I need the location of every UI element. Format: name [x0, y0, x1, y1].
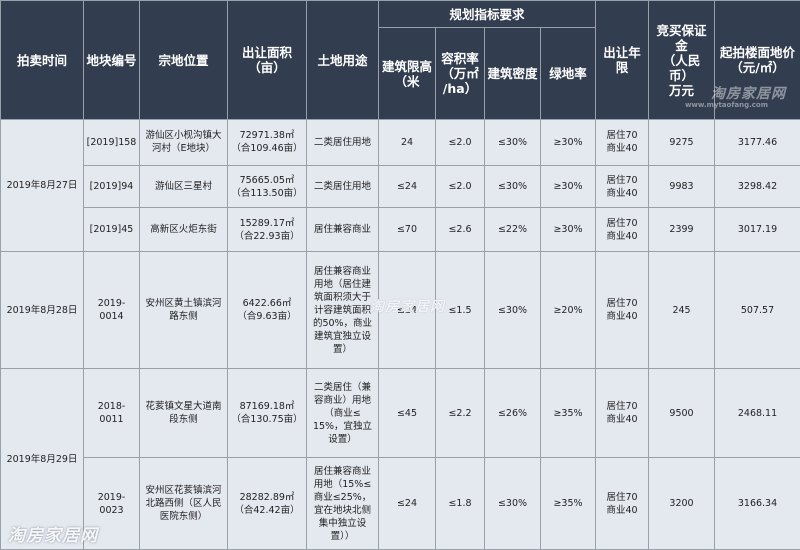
height-limit-cell: ≤24: [378, 251, 436, 370]
plot-ratio-cell: ≤2.0: [435, 119, 485, 166]
plot-ratio-cell: ≤2.6: [435, 207, 485, 253]
parcel-cell: 2019-0023: [83, 457, 140, 550]
term-cell: 居住70 商业40: [595, 164, 650, 209]
parcel-cell: 2019-0014: [83, 251, 140, 370]
deposit-cell: 9500: [648, 368, 716, 459]
deposit-cell: 2399: [648, 207, 716, 253]
auction-date-cell: 2019年8月28日: [0, 251, 84, 370]
table-row: 2019年8月27日 [2019]158 游仙区小枧沟镇大 河村（E地块） 72971…: [0, 118, 800, 253]
green-ratio-cell: ≥30%: [539, 164, 597, 209]
term-cell: 居住70 商业40: [595, 457, 650, 550]
table-body: 2019年8月27日 [2019]158 游仙区小枧沟镇大 河村（E地块） 72971…: [0, 118, 800, 550]
plot-ratio-cell: ≤1.5: [435, 251, 485, 370]
plot-ratio-cell: ≤2.0: [435, 164, 485, 209]
land-use-cell: 二类居住用地: [306, 119, 379, 166]
table-row: 2019年8月29日 2018-0011 花荄镇文星大道南 段东侧 87169.18㎡…: [0, 368, 800, 550]
land-use-cell: 二类居住（兼 容商业）用地 （商业≤ 15%，宜独立 设置）: [306, 368, 379, 459]
green-ratio-cell: ≥35%: [539, 457, 597, 550]
area-cell: 15289.17㎡ （合22.93亩）: [227, 207, 307, 253]
start-price-cell: 507.57: [714, 251, 800, 370]
auction-date-cell: 2019年8月29日: [0, 368, 84, 550]
header-start-price: 起拍楼面地价 （元/㎡）: [714, 0, 800, 120]
deposit-cell: 3200: [648, 457, 716, 550]
parcel-cell: [2019]158: [83, 119, 140, 166]
area-cell: 87169.18㎡ （合130.75亩）: [227, 368, 307, 459]
plot-ratio-cell: ≤1.8: [435, 457, 485, 550]
start-price-cell: 3017.19: [714, 207, 800, 253]
header-density: 建筑密度: [484, 27, 541, 120]
green-ratio-cell: ≥30%: [539, 207, 597, 253]
density-cell: ≤30%: [484, 119, 541, 166]
land-use-cell: 居住兼容商业: [306, 207, 379, 253]
density-cell: ≤22%: [484, 207, 541, 253]
header-parcel-no: 地块编号: [83, 0, 140, 120]
header-height-limit: 建筑限高 （米: [378, 27, 436, 120]
location-cell: 花荄镇文星大道南 段东侧: [139, 368, 228, 459]
table-row: 2019年8月28日 2019-0014 安州区黄土镇滨河 路东侧 6422.66㎡ …: [0, 251, 800, 370]
location-cell: 游仙区小枧沟镇大 河村（E地块）: [139, 119, 228, 166]
density-cell: ≤30%: [484, 251, 541, 370]
deposit-cell: 9983: [648, 164, 716, 209]
start-price-cell: 2468.11: [714, 368, 800, 459]
header-area: 出让面积 （亩）: [227, 0, 307, 120]
land-use-cell: 居住兼容商业 用地（15%≤ 商业≤25%， 宜在地块北侧 集中独立设 置））: [306, 457, 379, 550]
header-auction-time: 拍卖时间: [0, 0, 84, 120]
area-cell: 72971.38㎡ （合109.46亩）: [227, 119, 307, 166]
density-cell: ≤30%: [484, 164, 541, 209]
plot-ratio-cell: ≤2.2: [435, 368, 485, 459]
green-ratio-cell: ≥30%: [539, 119, 597, 166]
table-row: [2019]45 高新区火炬东街 15289.17㎡ （合22.93亩） 居住兼容商业…: [1, 207, 800, 253]
start-price-cell: 3166.34: [714, 457, 800, 550]
parcel-cell: [2019]45: [83, 207, 140, 253]
height-limit-cell: 24: [378, 119, 436, 166]
table-row: 2019-0023 安州区花荄镇滨河 北路西侧（区人民 医院东侧） 28282.89…: [1, 457, 800, 550]
parcel-cell: [2019]94: [83, 164, 140, 209]
header-deposit: 竞买保证金 （人民币） 万元: [648, 0, 716, 120]
header-green-ratio: 绿地率: [539, 27, 597, 120]
green-ratio-cell: ≥35%: [539, 368, 597, 459]
start-price-cell: 3298.42: [714, 164, 800, 209]
term-cell: 居住70 商业40: [595, 251, 650, 370]
height-limit-cell: ≤24: [378, 457, 436, 550]
area-cell: 28282.89㎡ （合42.42亩）: [227, 457, 307, 550]
area-cell: 6422.66㎡ （合9.63亩）: [227, 251, 307, 370]
land-use-cell: 居住兼容商业 用地（居住建 筑面积须大于 计容建筑面积 的50%，商业 建筑宜独…: [306, 251, 379, 370]
density-cell: ≤26%: [484, 368, 541, 459]
start-price-cell: 3177.46: [714, 119, 800, 166]
deposit-cell: 245: [648, 251, 716, 370]
height-limit-cell: ≤45: [378, 368, 436, 459]
header-plot-ratio: 容积率 （万㎡ /ha）: [435, 27, 485, 120]
density-cell: ≤30%: [484, 457, 541, 550]
area-cell: 75665.05㎡ （合113.50亩）: [227, 164, 307, 209]
deposit-cell: 9275: [648, 119, 716, 166]
term-cell: 居住70 商业40: [595, 368, 650, 459]
table-row: [2019]94 游仙区三星村 75665.05㎡ （合113.50亩） 二类居住用地…: [1, 164, 800, 209]
term-cell: 居住70 商业40: [595, 207, 650, 253]
height-limit-cell: ≤70: [378, 207, 436, 253]
green-ratio-cell: ≥20%: [539, 251, 597, 370]
parcel-cell: 2018-0011: [83, 368, 140, 459]
land-use-cell: 二类居住用地: [306, 164, 379, 209]
term-cell: 居住70 商业40: [595, 119, 650, 166]
location-cell: 安州区花荄镇滨河 北路西侧（区人民 医院东侧）: [139, 457, 228, 550]
header-location: 宗地位置: [139, 0, 228, 120]
auction-date-cell: 2019年8月27日: [0, 118, 84, 253]
location-cell: 安州区黄土镇滨河 路东侧: [139, 251, 228, 370]
height-limit-cell: ≤24: [378, 164, 436, 209]
location-cell: 高新区火炬东街: [139, 207, 228, 253]
location-cell: 游仙区三星村: [139, 164, 228, 209]
header-term: 出让年限: [595, 0, 650, 120]
header-land-use: 土地用途: [306, 0, 379, 120]
header-planning-group: 规划指标要求: [377, 0, 597, 28]
